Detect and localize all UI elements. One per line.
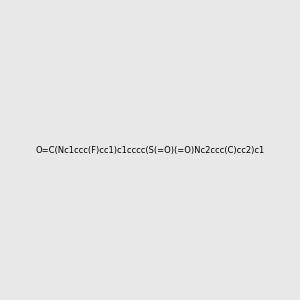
Text: O=C(Nc1ccc(F)cc1)c1cccc(S(=O)(=O)Nc2ccc(C)cc2)c1: O=C(Nc1ccc(F)cc1)c1cccc(S(=O)(=O)Nc2ccc(… xyxy=(35,146,265,154)
